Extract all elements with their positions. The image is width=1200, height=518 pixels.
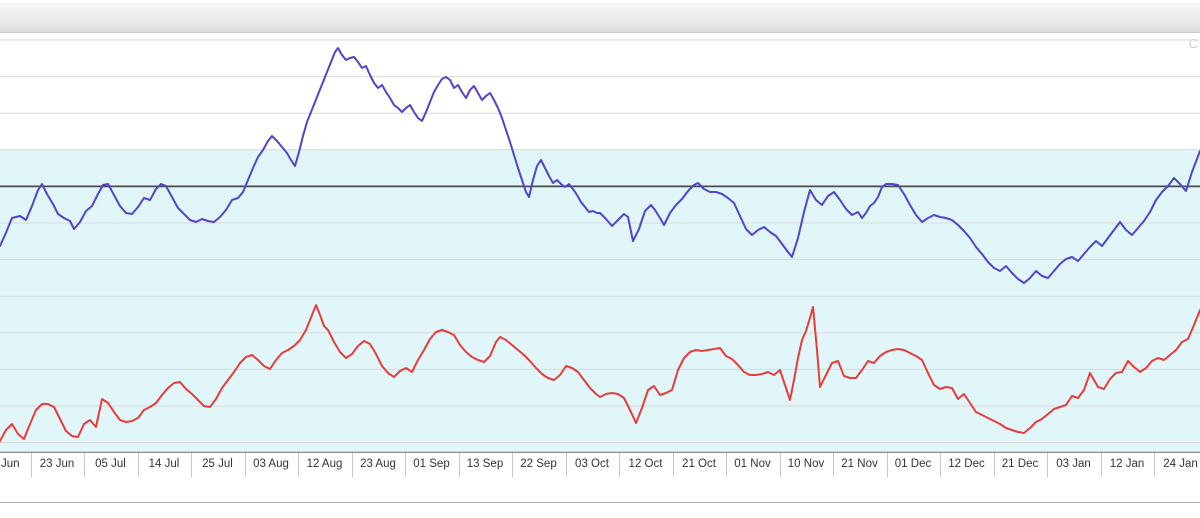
gridlines xyxy=(0,39,1200,444)
x-axis-tick xyxy=(298,453,299,477)
x-axis-label: 21 Dec xyxy=(1001,458,1039,470)
bottom-divider xyxy=(0,502,1200,503)
x-axis-label: 03 Aug xyxy=(253,458,289,470)
x-axis-tick xyxy=(726,453,727,477)
x-axis-tick xyxy=(1100,453,1102,477)
x-axis-tick xyxy=(137,453,139,477)
x-axis-label: 10 Nov xyxy=(787,458,825,470)
x-axis-label: 01 Dec xyxy=(894,458,932,470)
x-axis-tick xyxy=(886,453,888,477)
x-axis-tick xyxy=(833,453,834,477)
x-axis-label: 22 Sep xyxy=(520,458,557,470)
x-axis-label: 03 Oct xyxy=(575,458,609,470)
x-axis-tick xyxy=(458,453,460,477)
x-axis-label: 23 Aug xyxy=(360,458,396,470)
x-axis-tick xyxy=(1047,453,1048,477)
watermark-text: C xyxy=(1188,36,1198,51)
x-axis-label: 12 Dec xyxy=(948,458,985,470)
x-axis-label: 12 Oct xyxy=(628,458,663,470)
plot-band-rect xyxy=(0,149,1200,453)
x-axis-label: 23 Jun xyxy=(39,458,75,470)
x-axis-tick xyxy=(993,453,995,477)
x-axis-label: 01 Nov xyxy=(734,458,771,470)
x-axis-tick xyxy=(940,453,941,477)
blue-series-line[interactable] xyxy=(0,47,1200,284)
x-axis-tick xyxy=(1154,453,1155,477)
x-axis-tick xyxy=(84,453,85,477)
x-axis-label: 21 Nov xyxy=(841,458,878,470)
x-axis-tick xyxy=(565,453,567,477)
x-axis-tick xyxy=(191,453,192,477)
x-axis-tick xyxy=(619,453,620,477)
x-axis-tick xyxy=(672,453,674,477)
x-axis-tick xyxy=(512,453,513,477)
top-toolbar xyxy=(0,3,1200,33)
x-axis: Jun 23 Jun 05 Jul 14 Jul 25 Jul 03 Aug 12 Aug 2… xyxy=(0,453,1200,479)
x-axis-tick xyxy=(405,453,406,477)
x-axis-label: Jun xyxy=(1,458,20,470)
x-axis-label: 03 Jan xyxy=(1056,458,1091,470)
x-axis-label: 13 Sep xyxy=(466,458,504,470)
x-axis-label: 24 Jan xyxy=(1163,458,1198,470)
x-axis-label: 14 Jul xyxy=(148,458,180,470)
plot-band xyxy=(0,149,1200,453)
red-series-line[interactable] xyxy=(0,304,1200,442)
x-axis-tick xyxy=(351,453,353,477)
x-axis-label: 25 Jul xyxy=(202,458,233,470)
x-axis-tick xyxy=(244,453,246,477)
x-axis-label: 21 Oct xyxy=(682,458,716,470)
x-axis-label: 12 Jan xyxy=(1109,458,1145,470)
x-axis-label: 05 Jul xyxy=(95,458,126,470)
x-axis-label: 01 Sep xyxy=(413,458,450,470)
x-axis-tick xyxy=(779,453,781,477)
x-axis-label: 12 Aug xyxy=(306,458,343,470)
x-axis-tick xyxy=(30,453,32,477)
chart-plot-area[interactable] xyxy=(0,32,1200,453)
